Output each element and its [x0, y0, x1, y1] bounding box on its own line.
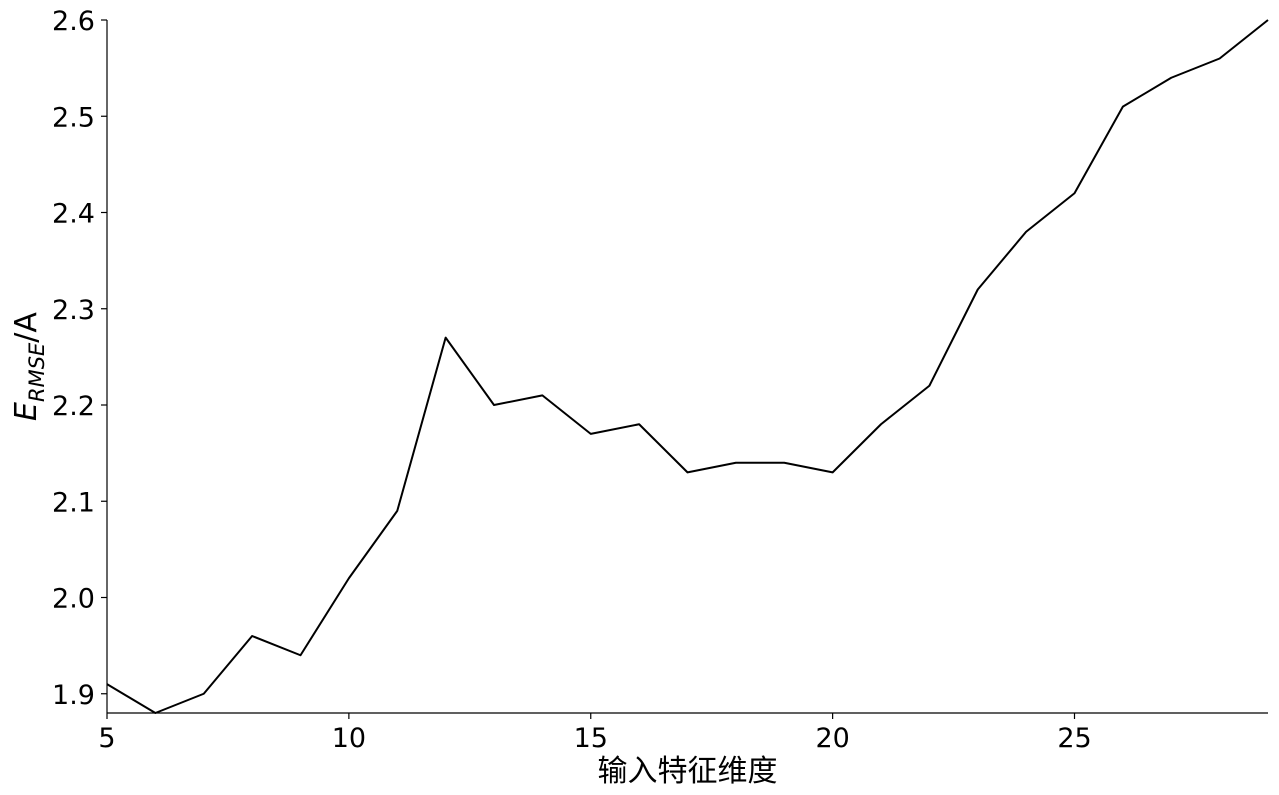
y-tick-label: 2.5 — [52, 102, 95, 133]
y-axis-label-symbol: E — [9, 402, 44, 421]
y-tick-label: 1.9 — [52, 680, 95, 711]
y-tick-label: 2.6 — [52, 6, 95, 37]
y-axis-label-unit: /A — [9, 312, 44, 343]
x-tick-label: 20 — [815, 723, 849, 754]
y-tick-label: 2.2 — [52, 391, 95, 422]
y-tick-label: 2.4 — [52, 199, 95, 230]
y-tick-label: 2.3 — [52, 295, 95, 326]
x-tick-label: 15 — [574, 723, 608, 754]
y-axis-label: ERMSE/A — [9, 312, 49, 421]
x-axis-label: 输入特征维度 — [598, 754, 778, 789]
x-tick-label: 5 — [98, 723, 115, 754]
y-tick-label: 2.0 — [52, 584, 95, 615]
y-tick-label: 2.1 — [52, 487, 95, 518]
x-axis-ticks: 5 10 15 20 25 — [98, 713, 1092, 754]
series-line — [106, 19, 1269, 714]
y-axis-label-subscript: RMSE — [25, 342, 49, 402]
y-axis-ticks: 1.9 2.0 2.1 2.2 2.3 2.4 2.5 2.6 — [52, 6, 107, 711]
x-tick-label: 25 — [1057, 723, 1091, 754]
x-tick-label: 10 — [332, 723, 366, 754]
